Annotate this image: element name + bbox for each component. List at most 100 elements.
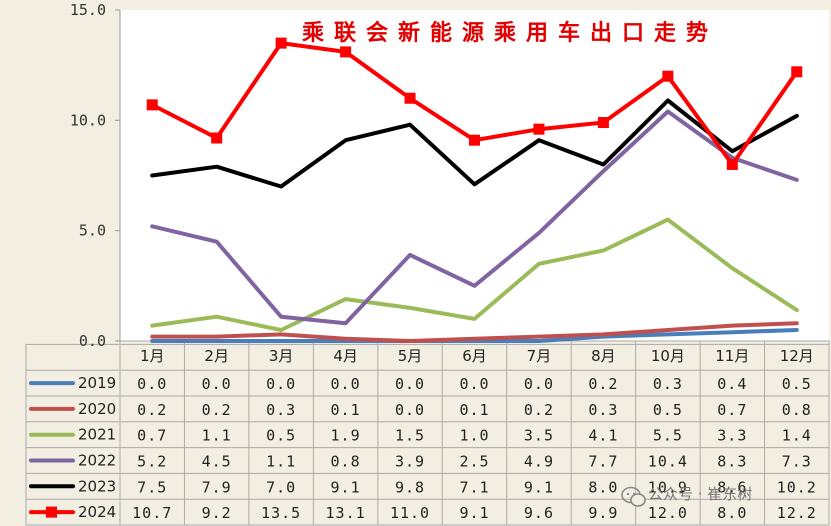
- chart-title: 乘联会新能源乘用车出口走势: [301, 20, 718, 46]
- table-value-2023: 8.6: [717, 478, 747, 496]
- category-label: 1月: [140, 347, 165, 365]
- y-tick-label: 5.0: [79, 222, 106, 240]
- legend-label-2019: 2019: [78, 374, 116, 392]
- data-point-2024: [791, 66, 803, 78]
- legend-marker-2024: [46, 506, 57, 518]
- category-label: 2月: [204, 347, 229, 365]
- series-lines: [150, 41, 799, 343]
- table-value-2024: 12.2: [777, 504, 817, 522]
- table-value-2019: 0.4: [717, 375, 747, 393]
- category-label: 5月: [398, 347, 423, 365]
- data-point-2024: [533, 123, 545, 135]
- table-value-2022: 3.9: [395, 453, 425, 471]
- table-value-2021: 0.7: [137, 427, 167, 445]
- table-value-2024: 9.2: [202, 504, 232, 522]
- series-line-2023: [150, 98, 799, 189]
- series-markers: [146, 37, 803, 170]
- table-value-2022: 4.5: [202, 453, 232, 471]
- table-value-2019: 0.0: [137, 375, 167, 393]
- table-value-2024: 10.7: [132, 504, 172, 522]
- table-value-2021: 4.1: [588, 427, 618, 445]
- table-value-2024: 11.0: [390, 504, 430, 522]
- table-value-2019: 0.0: [524, 375, 554, 393]
- legend-label-2022: 2022: [78, 452, 116, 470]
- data-point-2024: [726, 158, 738, 170]
- table-value-2023: 8.0: [588, 478, 618, 496]
- category-label: 11月: [715, 347, 749, 365]
- table-value-2019: 0.0: [331, 375, 361, 393]
- data-table-text: 1月 2月 3月 4月 5月 6月 7月 8月 10月 11月 12月 2019 0.0 0.0 0.0 0.…: [29, 347, 817, 522]
- table-value-2020: 0.0: [395, 401, 425, 419]
- legend-label-2020: 2020: [78, 400, 116, 418]
- category-label: 4月: [333, 347, 358, 365]
- table-value-2022: 10.4: [648, 453, 688, 471]
- table-value-2020: 0.3: [266, 401, 296, 419]
- table-value-2022: 5.2: [137, 453, 167, 471]
- legend-label-2021: 2021: [78, 426, 116, 444]
- table-value-2020: 0.2: [202, 401, 232, 419]
- data-point-2024: [662, 70, 674, 82]
- table-value-2020: 0.1: [459, 401, 489, 419]
- series-line-2022: [150, 109, 799, 326]
- category-label: 10月: [651, 347, 685, 365]
- table-value-2020: 0.2: [137, 401, 167, 419]
- table-value-2023: 9.8: [395, 478, 425, 496]
- wechat-icon: [621, 486, 646, 507]
- data-point-2024: [597, 117, 609, 129]
- table-value-2024: 9.6: [524, 504, 554, 522]
- table-value-2020: 0.5: [653, 401, 683, 419]
- category-label: 8月: [591, 347, 616, 365]
- data-point-2024: [146, 99, 158, 111]
- table-value-2020: 0.1: [331, 401, 361, 419]
- table-value-2021: 1.9: [331, 427, 361, 445]
- table-value-2023: 9.1: [524, 478, 554, 496]
- category-label: 6月: [462, 347, 487, 365]
- table-value-2021: 1.1: [202, 427, 232, 445]
- table-value-2021: 1.0: [459, 427, 489, 445]
- table-value-2020: 0.7: [717, 401, 747, 419]
- watermark: 公众号 · 崔东树: [621, 485, 752, 507]
- table-value-2024: 9.1: [459, 504, 489, 522]
- table-value-2019: 0.0: [459, 375, 489, 393]
- table-value-2022: 7.7: [588, 453, 618, 471]
- table-value-2022: 1.1: [266, 453, 296, 471]
- table-value-2019: 0.0: [395, 375, 425, 393]
- table-value-2023: 10.2: [777, 478, 817, 496]
- table-value-2020: 0.8: [782, 401, 812, 419]
- table-value-2022: 2.5: [459, 453, 489, 471]
- data-point-2024: [275, 37, 287, 49]
- watermark-text: 公众号 · 崔东树: [648, 485, 752, 503]
- table-value-2024: 12.0: [648, 504, 688, 522]
- table-value-2022: 7.3: [782, 453, 812, 471]
- table-value-2024: 13.1: [326, 504, 366, 522]
- data-point-2024: [340, 46, 352, 58]
- table-value-2020: 0.3: [588, 401, 618, 419]
- table-value-2023: 7.0: [266, 478, 296, 496]
- table-value-2022: 4.9: [524, 453, 554, 471]
- table-value-2019: 0.0: [202, 375, 232, 393]
- table-value-2024: 13.5: [261, 504, 301, 522]
- y-tick-label: 10.0: [70, 111, 106, 129]
- table-value-2023: 9.1: [331, 478, 361, 496]
- data-point-2024: [404, 92, 416, 104]
- category-label: 7月: [527, 347, 552, 365]
- series-line-2021: [150, 217, 799, 332]
- table-value-2019: 0.3: [653, 375, 683, 393]
- table-value-2022: 8.3: [717, 453, 747, 471]
- table-value-2022: 0.8: [331, 453, 361, 471]
- table-value-2021: 3.3: [717, 427, 747, 445]
- table-value-2023: 7.1: [459, 478, 489, 496]
- legend-label-2024: 2024: [78, 503, 116, 521]
- series-line-2019: [150, 328, 799, 343]
- table-value-2021: 1.5: [395, 427, 425, 445]
- table-value-2021: 5.5: [653, 427, 683, 445]
- series-line-2020: [150, 321, 799, 343]
- axis-layer: 0.0 5.0 10.0 15.0: [70, 1, 121, 350]
- table-value-2023: 7.9: [202, 478, 232, 496]
- table-value-2020: 0.2: [524, 401, 554, 419]
- y-tick-label: 0.0: [79, 332, 106, 350]
- category-label: 3月: [269, 347, 294, 365]
- table-value-2024: 8.0: [717, 504, 747, 522]
